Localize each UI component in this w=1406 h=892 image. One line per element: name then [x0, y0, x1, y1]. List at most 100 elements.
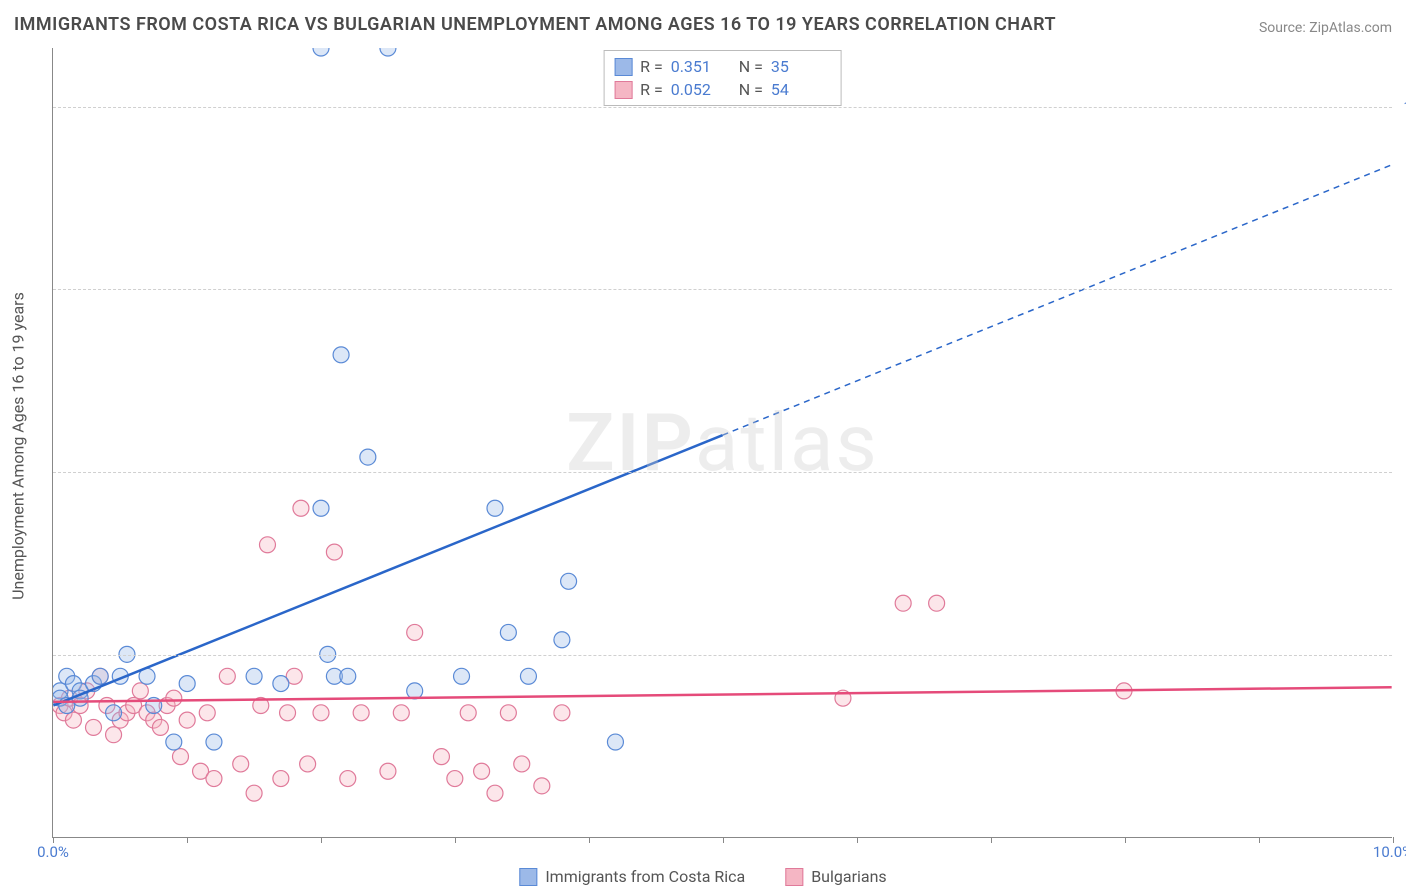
data-point — [460, 705, 476, 721]
data-point — [514, 756, 530, 772]
legend-r-label: R = — [640, 57, 663, 76]
data-point — [106, 705, 122, 721]
data-point — [313, 705, 329, 721]
legend-swatch — [785, 868, 803, 886]
data-point — [92, 668, 108, 684]
x-tick — [1125, 837, 1126, 843]
data-point — [554, 705, 570, 721]
data-point — [340, 771, 356, 787]
data-point — [333, 347, 349, 363]
data-point — [65, 712, 81, 728]
series-legend: Immigrants from Costa Rica Bulgarians — [519, 867, 886, 886]
data-point — [534, 778, 550, 794]
series-legend-item: Bulgarians — [785, 867, 886, 886]
data-point — [407, 683, 423, 699]
data-point — [607, 734, 623, 750]
legend-swatch — [614, 81, 632, 99]
data-point — [313, 500, 329, 516]
data-point — [166, 734, 182, 750]
trend-line — [53, 435, 722, 705]
data-point — [487, 500, 503, 516]
x-tick — [321, 837, 322, 843]
scatter-chart — [53, 48, 1392, 837]
data-point — [447, 771, 463, 787]
data-point — [246, 668, 262, 684]
legend-n-label: N = — [739, 57, 763, 76]
legend-swatch — [519, 868, 537, 886]
data-point — [326, 544, 342, 560]
x-tick-label: 10.0% — [1373, 843, 1406, 861]
data-point — [273, 676, 289, 692]
x-tick — [187, 837, 188, 843]
data-point — [454, 668, 470, 684]
x-tick — [991, 837, 992, 843]
data-point — [132, 683, 148, 699]
legend-row: R = 0.052 N = 54 — [614, 78, 831, 101]
gridline — [53, 107, 1392, 108]
data-point — [487, 785, 503, 801]
data-point — [407, 624, 423, 640]
data-point — [206, 771, 222, 787]
correlation-legend: R = 0.351 N = 35 R = 0.052 N = 54 — [603, 50, 842, 106]
data-point — [86, 719, 102, 735]
data-point — [152, 719, 168, 735]
x-tick — [723, 837, 724, 843]
y-axis-label: Unemployment Among Ages 16 to 19 years — [9, 292, 28, 600]
trend-line-extrapolated — [723, 165, 1392, 435]
data-point — [179, 676, 195, 692]
data-point — [353, 705, 369, 721]
y-tick-label: 75.0% — [1398, 280, 1406, 298]
data-point — [199, 705, 215, 721]
data-point — [179, 712, 195, 728]
data-point — [280, 705, 296, 721]
data-point — [246, 785, 262, 801]
data-point — [360, 449, 376, 465]
data-point — [929, 595, 945, 611]
data-point — [500, 705, 516, 721]
data-point — [273, 771, 289, 787]
source-label: Source: ZipAtlas.com — [1259, 20, 1392, 36]
data-point — [259, 537, 275, 553]
plot-area: ZIPatlas R = 0.351 N = 35 R = 0.052 N = … — [52, 48, 1392, 838]
legend-n-value: 35 — [771, 57, 831, 76]
legend-swatch — [614, 58, 632, 76]
legend-r-label: R = — [640, 80, 663, 99]
legend-r-value: 0.052 — [671, 80, 731, 99]
data-point — [433, 749, 449, 765]
y-tick-label: 100.0% — [1398, 98, 1406, 116]
legend-n-label: N = — [739, 80, 763, 99]
data-point — [172, 749, 188, 765]
data-point — [293, 500, 309, 516]
data-point — [340, 668, 356, 684]
series-legend-item: Immigrants from Costa Rica — [519, 867, 745, 886]
legend-n-value: 54 — [771, 80, 831, 99]
data-point — [393, 705, 409, 721]
data-point — [166, 690, 182, 706]
trend-line — [53, 687, 1391, 702]
data-point — [380, 48, 396, 56]
gridline — [53, 289, 1392, 290]
data-point — [474, 763, 490, 779]
x-tick — [857, 837, 858, 843]
data-point — [500, 624, 516, 640]
y-tick-label: 25.0% — [1398, 646, 1406, 664]
data-point — [895, 595, 911, 611]
gridline — [53, 655, 1392, 656]
series-name: Immigrants from Costa Rica — [545, 867, 745, 886]
data-point — [380, 763, 396, 779]
x-tick — [455, 837, 456, 843]
series-name: Bulgarians — [811, 867, 886, 886]
data-point — [520, 668, 536, 684]
data-point — [106, 727, 122, 743]
data-point — [554, 632, 570, 648]
data-point — [561, 573, 577, 589]
gridline — [53, 472, 1392, 473]
data-point — [313, 48, 329, 56]
chart-title: IMMIGRANTS FROM COSTA RICA VS BULGARIAN … — [14, 14, 1056, 35]
legend-row: R = 0.351 N = 35 — [614, 55, 831, 78]
data-point — [206, 734, 222, 750]
y-tick-label: 50.0% — [1398, 463, 1406, 481]
data-point — [233, 756, 249, 772]
data-point — [219, 668, 235, 684]
legend-r-value: 0.351 — [671, 57, 731, 76]
